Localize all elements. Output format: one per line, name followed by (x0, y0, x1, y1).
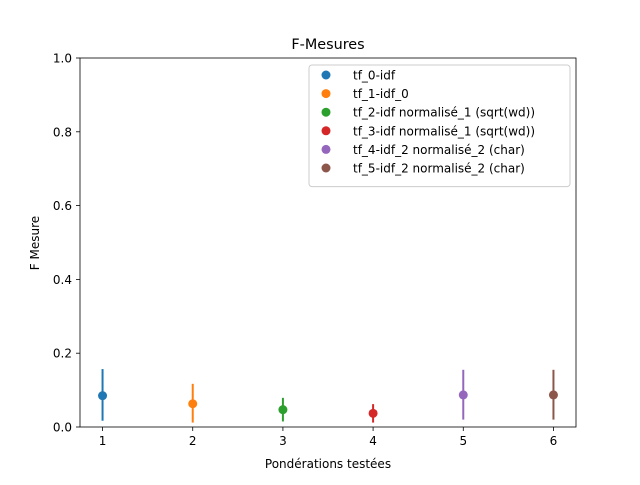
x-tick-label: 5 (459, 434, 467, 448)
chart-title: F-Mesures (291, 37, 364, 53)
legend-label: tf_2-idf normalisé_1 (sqrt(wd)) (353, 106, 535, 120)
legend-marker (321, 89, 331, 99)
data-point (458, 390, 468, 400)
y-axis-label: F Mesure (28, 216, 42, 270)
data-point (188, 399, 198, 409)
legend-marker (321, 70, 331, 80)
legend-marker (321, 107, 331, 117)
data-point (98, 391, 108, 401)
data-point (278, 405, 288, 415)
x-tick-label: 4 (369, 434, 377, 448)
legend-marker (321, 126, 331, 136)
y-tick-label: 0.2 (53, 347, 72, 361)
x-axis-label: Pondérations testées (265, 457, 391, 471)
plot-area: 1 2 3 4 5 6 0.0 0.2 0.4 0.6 0.8 1.0 (53, 52, 577, 448)
legend-marker (321, 163, 331, 173)
x-tick-label: 1 (99, 434, 107, 448)
x-tick-label: 2 (189, 434, 197, 448)
data-point (548, 390, 558, 400)
x-tick-label: 3 (279, 434, 287, 448)
legend-label: tf_3-idf normalisé_1 (sqrt(wd)) (353, 124, 535, 138)
axes-frame (79, 57, 577, 428)
legend-box (308, 64, 571, 188)
legend-label: tf_4-idf_2 normalisé_2 (char) (353, 143, 525, 157)
y-tick-label: 0.8 (53, 125, 72, 139)
data-point (368, 408, 378, 418)
legend-label: tf_1-idf_0 (353, 87, 409, 101)
y-tick-label: 0.0 (53, 421, 72, 435)
legend: tf_0-idf tf_1-idf_0 tf_2-idf normalisé_1 (… (308, 64, 571, 188)
legend-label: tf_0-idf (353, 69, 396, 83)
y-tick-label: 0.6 (53, 199, 72, 213)
legend-marker (321, 144, 331, 154)
y-tick-label: 0.4 (53, 273, 72, 287)
y-tick-label: 1.0 (53, 52, 72, 66)
x-tick-label: 6 (550, 434, 558, 448)
legend-label: tf_5-idf_2 normalisé_2 (char) (353, 162, 525, 176)
